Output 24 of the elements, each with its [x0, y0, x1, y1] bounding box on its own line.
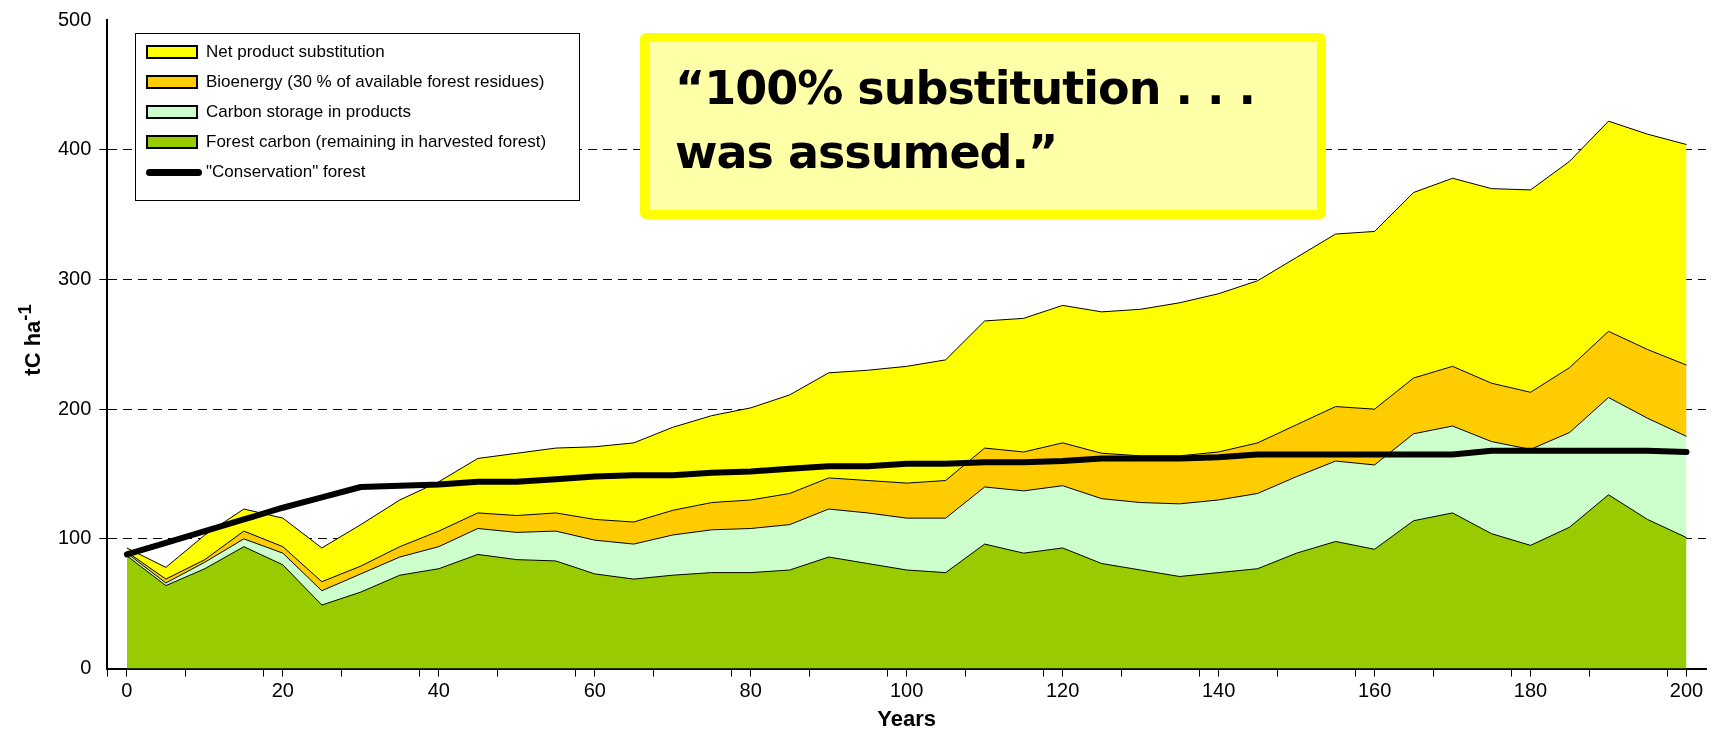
y-tick-label: 100 [57, 526, 92, 549]
x-tick-label: 80 [739, 679, 762, 702]
x-tick-label: 20 [271, 679, 294, 702]
x-tick-label: 140 [1201, 679, 1236, 702]
legend-label: Net product substitution [206, 42, 385, 62]
x-tick-label: 180 [1513, 679, 1548, 702]
legend-label: Bioenergy (30 % of available forest residues) [206, 72, 545, 92]
annotation: “100% substitution . . . was assumed.” [640, 33, 1326, 219]
x-tick-label: 120 [1045, 679, 1080, 702]
y-tick-label: 200 [57, 396, 92, 419]
x-axis-title: Years [877, 705, 937, 731]
y-tick-label: 400 [57, 137, 92, 160]
x-tick-label: 200 [1669, 679, 1704, 702]
legend-label: "Conservation" forest [206, 162, 366, 182]
y-tick-label: 0 [80, 656, 92, 679]
y-tick-label: 500 [57, 7, 92, 30]
x-tick-label: 60 [583, 679, 606, 702]
x-tick-label: 160 [1357, 679, 1392, 702]
legend-label: Forest carbon (remaining in harvested forest) [206, 132, 547, 152]
legend-label: Carbon storage in products [206, 102, 412, 122]
x-tick-label: 100 [890, 679, 924, 702]
x-tick-label: 0 [121, 679, 133, 702]
y-tick-label: 300 [57, 266, 92, 289]
x-tick-label: 40 [427, 679, 450, 702]
